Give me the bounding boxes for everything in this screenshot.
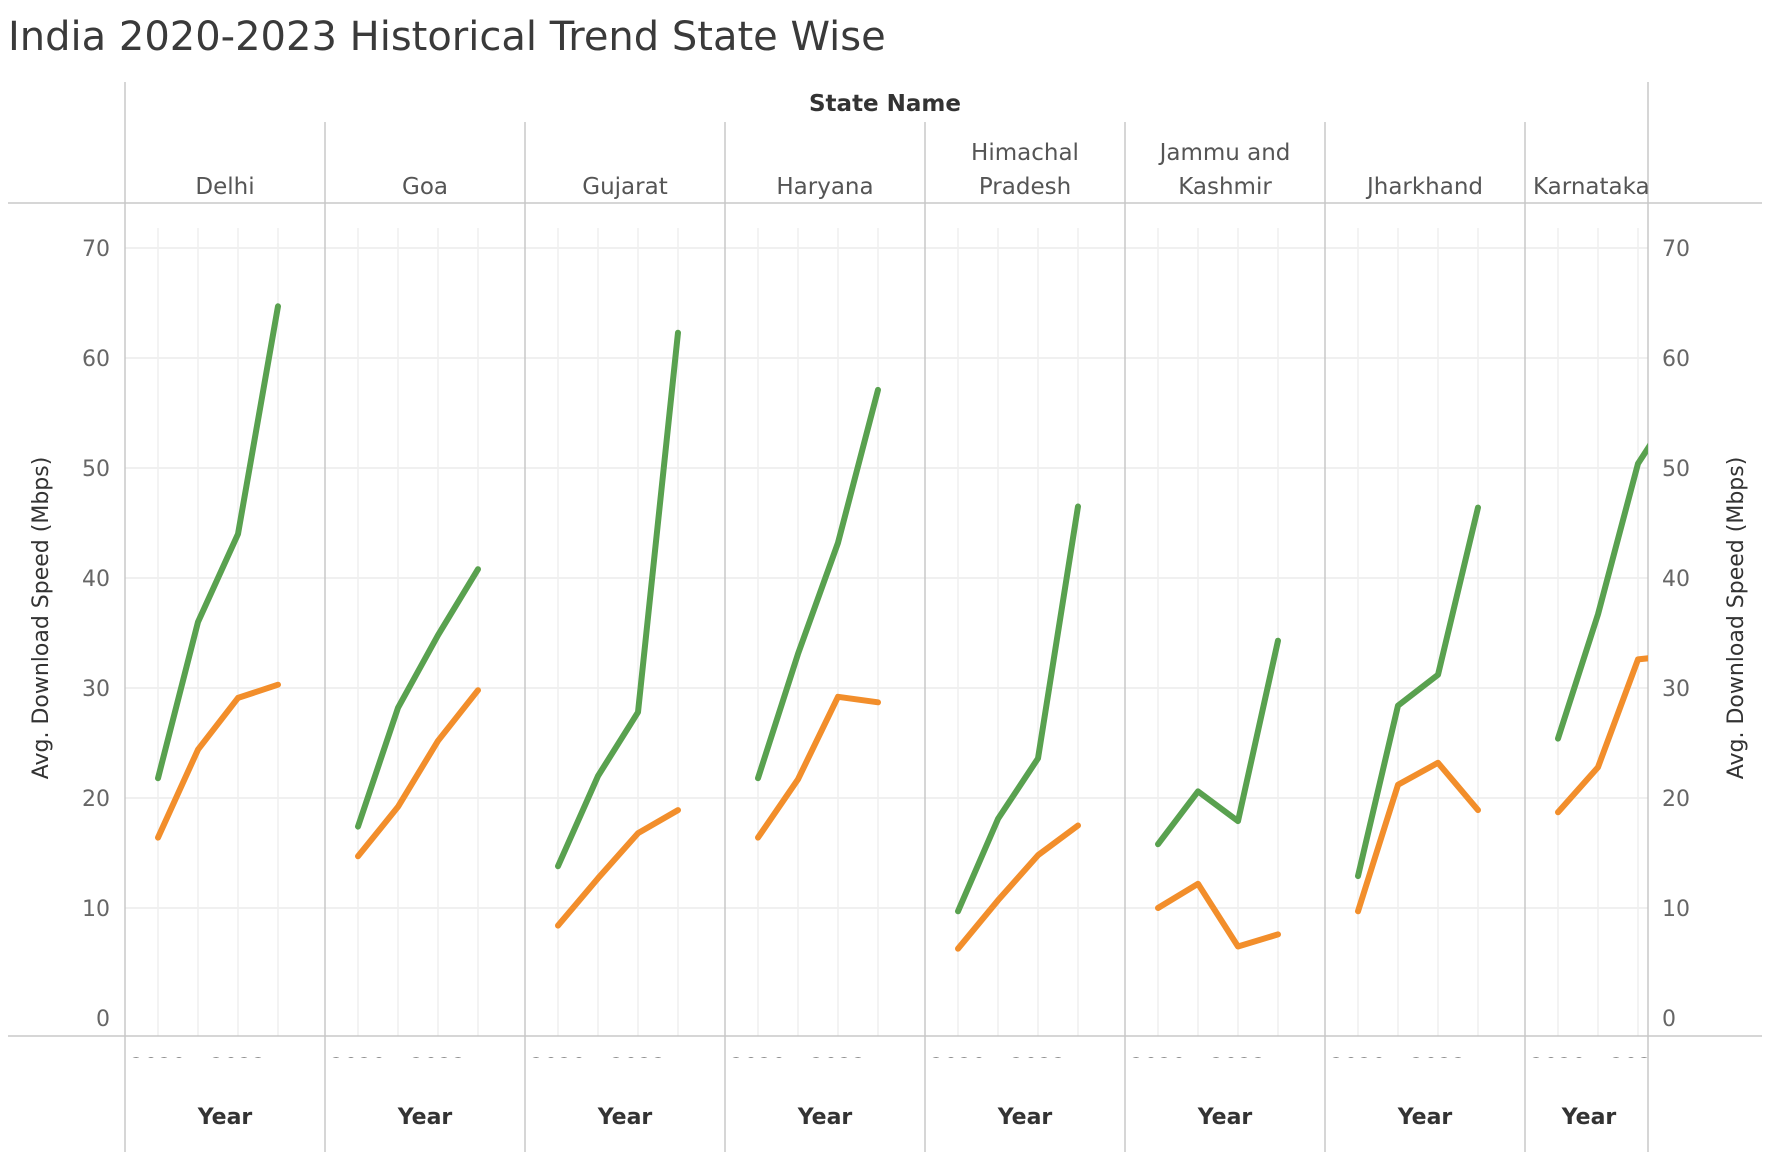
y-tick-label-left: 10: [82, 897, 110, 922]
x-tick-label: 2022: [1610, 1055, 1666, 1080]
x-tick-label: 2022: [410, 1055, 466, 1080]
y-tick-label-right: 0: [1662, 1007, 1676, 1032]
x-tick-label: 2022: [210, 1055, 266, 1080]
x-tick-label: 2020: [130, 1055, 186, 1080]
x-tick-label: 2020: [330, 1055, 386, 1080]
series-line-orange: [955, 822, 1081, 952]
series-line-green: [1155, 637, 1281, 848]
x-tick-label: 2020: [730, 1055, 786, 1080]
x-axis-label: Year: [197, 1105, 253, 1130]
y-tick-label-left: 60: [82, 347, 110, 372]
x-axis-label: Year: [797, 1105, 853, 1130]
y-tick-label-left: 50: [82, 457, 110, 482]
x-tick-label: 2020: [1330, 1055, 1386, 1080]
state-header-label: Jammu and: [1158, 140, 1291, 166]
x-tick-label: 2020: [1530, 1055, 1586, 1080]
series-line-orange: [1155, 880, 1281, 950]
y-tick-label-right: 30: [1662, 677, 1690, 702]
series-line-orange: [355, 687, 481, 860]
series-line-green: [1355, 504, 1481, 880]
state-header-label: Jharkhand: [1365, 174, 1483, 200]
state-header-label: Delhi: [195, 174, 254, 200]
y-tick-label-right: 60: [1662, 347, 1690, 372]
series-line-green: [1555, 442, 1648, 742]
y-tick-label-left: 0: [96, 1007, 110, 1032]
x-tick-label: 2020: [930, 1055, 986, 1080]
y-axis-label-left: Avg. Download Speed (Mbps): [29, 457, 54, 780]
y-tick-label-right: 20: [1662, 787, 1690, 812]
series-line-orange: [1355, 759, 1481, 915]
x-axis-label: Year: [997, 1105, 1053, 1130]
y-tick-label-right: 40: [1662, 567, 1690, 592]
x-tick-label: 2022: [1410, 1055, 1466, 1080]
state-header-label: Himachal: [971, 140, 1079, 166]
x-axis-label: Year: [397, 1105, 453, 1130]
x-tick-label: 2020: [530, 1055, 586, 1080]
y-tick-label-left: 30: [82, 677, 110, 702]
state-header-label: Pradesh: [979, 174, 1071, 200]
series-line-orange: [755, 693, 881, 841]
series-line-green: [555, 329, 681, 870]
state-header-label: Goa: [402, 174, 448, 200]
y-tick-label-left: 40: [82, 567, 110, 592]
series-line-green: [155, 303, 281, 782]
y-tick-label-right: 50: [1662, 457, 1690, 482]
series-line-green: [955, 503, 1081, 915]
x-axis-label: Year: [1197, 1105, 1253, 1130]
x-tick-label: 2022: [1010, 1055, 1066, 1080]
y-tick-label-right: 70: [1662, 237, 1690, 262]
x-axis-label: Year: [1561, 1105, 1617, 1130]
state-header-label: Kashmir: [1178, 174, 1272, 200]
chart-title: India 2020-2023 Historical Trend State W…: [8, 14, 886, 60]
series-line-green: [355, 566, 481, 830]
series-line-orange: [555, 807, 681, 929]
y-axis-label-right: Avg. Download Speed (Mbps): [1724, 457, 1749, 780]
state-header-label: Haryana: [776, 174, 873, 200]
y-tick-label-right: 10: [1662, 897, 1690, 922]
state-header-label: Karnataka: [1533, 174, 1650, 200]
series-line-green: [755, 386, 881, 782]
x-axis-label: Year: [597, 1105, 653, 1130]
x-tick-label: 2022: [610, 1055, 666, 1080]
x-axis-label: Year: [1397, 1105, 1453, 1130]
state-header-label: Gujarat: [582, 174, 667, 200]
y-tick-label-left: 20: [82, 787, 110, 812]
x-tick-label: 2022: [810, 1055, 866, 1080]
column-header: State Name: [809, 91, 961, 117]
x-tick-label: 2020: [1130, 1055, 1186, 1080]
series-line-orange: [1555, 655, 1648, 816]
x-tick-label: 2022: [1210, 1055, 1266, 1080]
y-tick-label-left: 70: [82, 237, 110, 262]
series-line-orange: [155, 681, 281, 841]
